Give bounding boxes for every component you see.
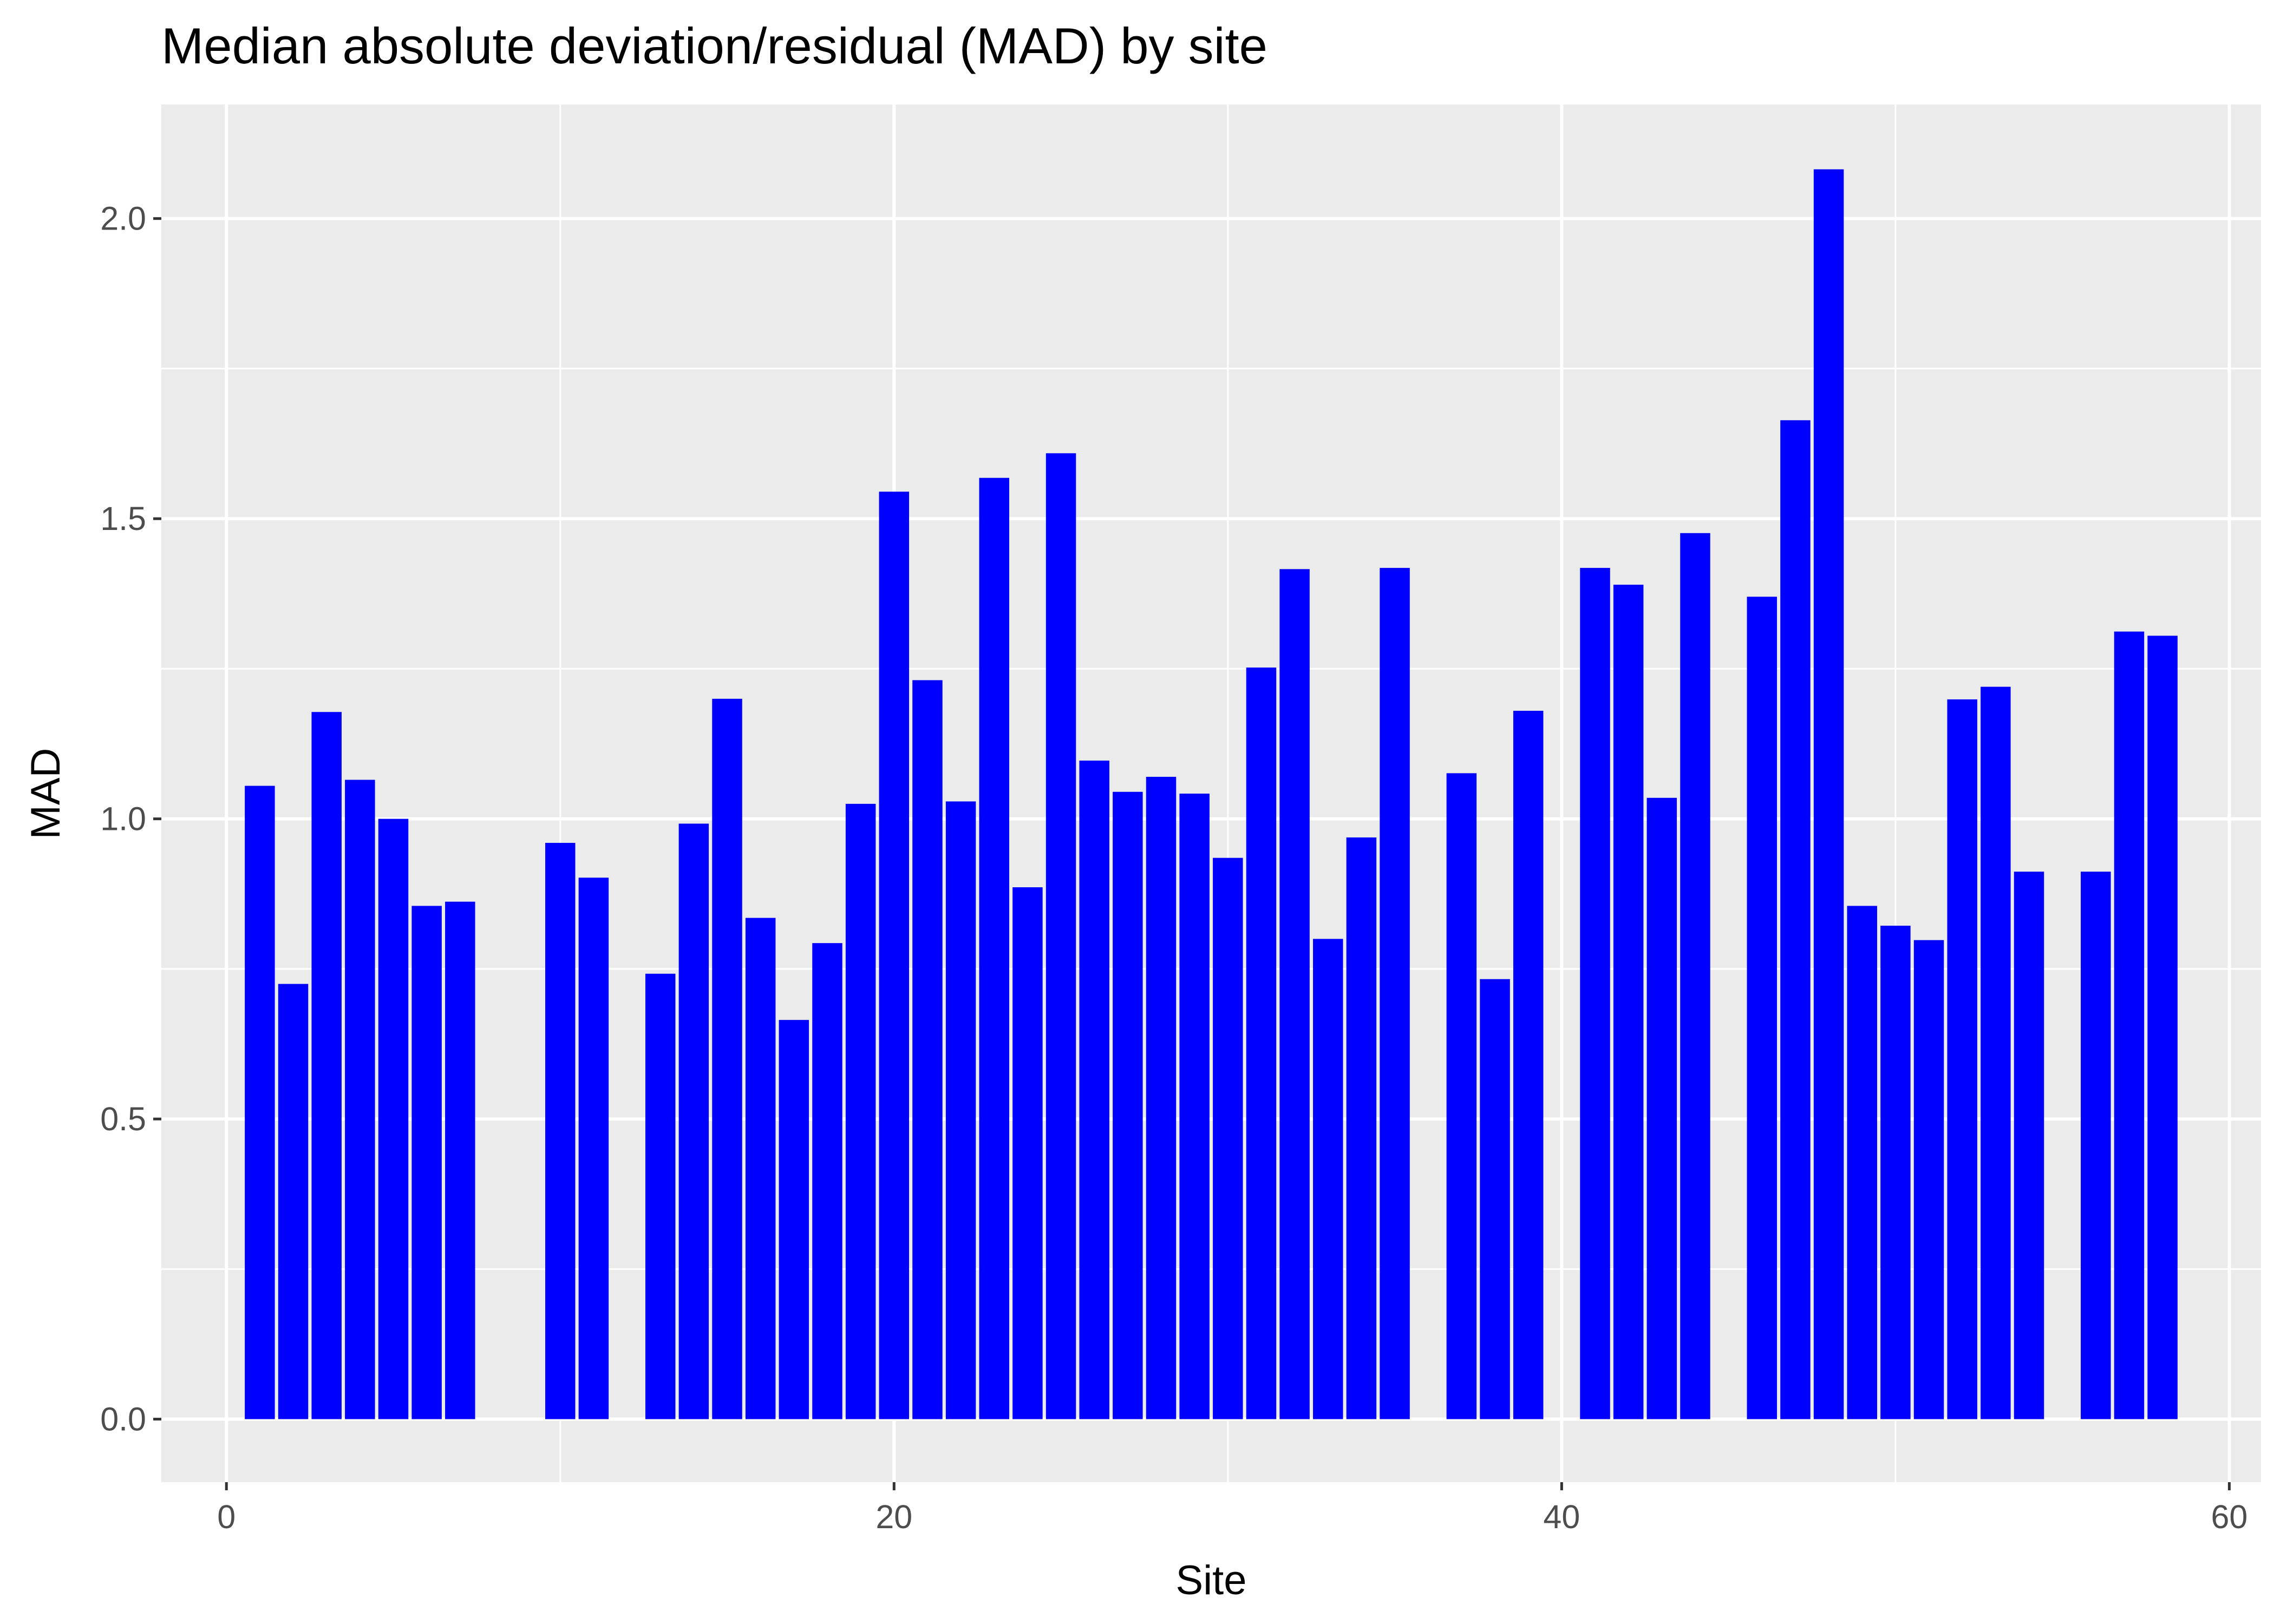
bar-site-29: [1179, 794, 1210, 1419]
x-axis: 0 20 40 60: [217, 1482, 2247, 1535]
bar-site-16: [745, 918, 776, 1419]
bar-site-44: [1680, 533, 1710, 1419]
bar-site-26: [1079, 761, 1109, 1419]
bar-site-20: [879, 492, 910, 1419]
bar-site-3: [311, 712, 342, 1419]
bar-site-34: [1346, 837, 1377, 1419]
bar-site-11: [578, 878, 609, 1419]
bar-site-21: [912, 680, 943, 1419]
bar-site-33: [1313, 939, 1343, 1419]
bar-site-1: [245, 785, 275, 1419]
bar-series: [245, 169, 2178, 1419]
x-axis-title: Site: [1176, 1557, 1247, 1603]
bar-site-31: [1246, 667, 1277, 1419]
bar-site-51: [1913, 940, 1944, 1419]
bar-site-13: [645, 973, 676, 1419]
bar-site-32: [1279, 569, 1310, 1419]
bar-site-18: [812, 943, 842, 1419]
y-tick-label: 1.0: [100, 801, 146, 837]
bar-site-37: [1446, 773, 1477, 1419]
bar-site-52: [1947, 699, 1977, 1419]
bar-site-28: [1146, 777, 1177, 1419]
bar-site-22: [945, 801, 976, 1419]
minor-gridlines: [161, 104, 2261, 1482]
bar-site-23: [979, 477, 1009, 1419]
y-tick-label: 1.5: [100, 500, 146, 537]
bar-site-39: [1513, 711, 1544, 1419]
bar-site-24: [1012, 887, 1043, 1419]
bar-site-46: [1747, 597, 1778, 1419]
bar-site-4: [345, 780, 375, 1419]
bar-site-5: [378, 818, 409, 1419]
bar-site-54: [2014, 872, 2044, 1419]
bar-site-19: [845, 803, 876, 1419]
bar-site-10: [545, 842, 576, 1419]
bar-site-53: [1981, 686, 2011, 1419]
bar-site-14: [678, 823, 709, 1419]
bar-site-58: [2147, 636, 2178, 1419]
bar-site-35: [1380, 568, 1410, 1419]
y-axis: 0.0 0.5 1.0 1.5 2.0: [100, 200, 161, 1438]
bar-site-30: [1213, 857, 1243, 1419]
bar-site-25: [1045, 453, 1076, 1419]
bar-site-47: [1780, 420, 1811, 1419]
bar-site-27: [1113, 791, 1143, 1419]
bar-site-7: [445, 901, 475, 1419]
bar-site-49: [1847, 906, 1877, 1419]
y-tick-label: 2.0: [100, 200, 146, 237]
bar-site-15: [712, 698, 742, 1419]
bar-site-17: [779, 1020, 809, 1419]
y-axis-title: MAD: [23, 748, 69, 840]
y-tick-label: 0.0: [100, 1401, 146, 1438]
plot-panel: [161, 104, 2261, 1482]
x-tick-label: 40: [1543, 1498, 1580, 1535]
y-tick-label: 0.5: [100, 1101, 146, 1137]
bar-site-56: [2081, 872, 2111, 1419]
bar-site-48: [1813, 169, 1844, 1419]
bar-site-41: [1580, 568, 1610, 1419]
x-tick-label: 20: [875, 1498, 912, 1535]
bar-site-50: [1880, 926, 1911, 1419]
bar-site-38: [1480, 979, 1510, 1419]
bar-site-57: [2114, 631, 2145, 1419]
bar-site-42: [1613, 585, 1644, 1419]
bar-site-43: [1646, 797, 1677, 1419]
x-tick-label: 60: [2211, 1498, 2247, 1535]
x-tick-label: 0: [217, 1498, 236, 1535]
chart-title: Median absolute deviation/residual (MAD)…: [161, 17, 1267, 74]
bar-site-2: [278, 984, 309, 1419]
bar-site-6: [411, 906, 442, 1419]
